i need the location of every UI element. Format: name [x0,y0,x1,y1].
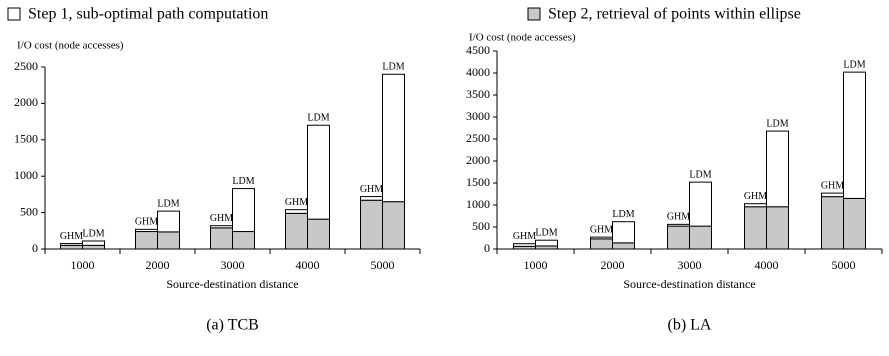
bar-segment [82,240,105,246]
bar-segment [210,225,233,229]
y-tick-label: 0 [484,241,490,255]
legend-label: Step 2, retrieval of points within ellip… [548,6,801,23]
bar-segment [360,196,383,201]
bar-label: GHM [821,180,844,191]
bar-segment [232,231,255,250]
y-tick-label: 2000 [466,153,490,167]
x-tick-label: 5000 [371,258,395,272]
bar-segment [689,181,712,227]
legend-swatch [527,7,541,21]
bar-label: GHM [667,212,690,223]
bar-label: LDM [766,118,788,129]
bar-label: LDM [382,62,404,73]
bar-label: GHM [744,191,767,202]
bar-segment [821,196,844,250]
y-axis-title: I/O cost (node accesses) [17,40,124,52]
y-tick-label: 3500 [466,87,490,101]
bar-segment [689,225,712,250]
y-tick-label: 1500 [466,175,490,189]
bar-label: LDM [612,209,634,220]
bar-segment [590,238,613,250]
y-tick-label: 3000 [466,109,490,123]
bar-label: GHM [210,213,233,224]
bar-label: LDM [232,176,254,187]
bar-label: GHM [60,231,83,242]
x-axis-title: Source-destination distance [623,277,755,291]
bar-segment [60,244,83,250]
bar-segment [285,209,308,214]
bar-label: LDM [689,169,711,180]
bar-segment [744,203,767,208]
x-axis-title: Source-destination distance [166,277,298,291]
bar-segment [766,130,789,208]
bar-label: GHM [590,224,613,235]
bar-segment [612,221,635,244]
caption: (b) LA [668,317,712,334]
bar-segment [60,243,83,246]
bar-label: LDM [535,227,557,238]
bar-segment [513,243,536,247]
bar-segment [210,227,233,250]
bar-label: GHM [135,217,158,228]
bar-segment [744,206,767,250]
y-tick-label: 2500 [14,59,38,73]
y-tick-label: 1500 [14,132,38,146]
bar-segment [535,239,558,247]
bar-segment [232,188,255,233]
bar-segment [157,210,180,233]
bar-label: GHM [360,184,383,195]
bar-segment [135,228,158,233]
x-tick-label: 2000 [601,258,625,272]
bar-label: LDM [157,198,179,209]
y-tick-label: 1000 [466,197,490,211]
bar-label: LDM [307,113,329,124]
bar-segment [382,201,405,250]
bar-segment [843,71,866,199]
bar-segment [157,231,180,250]
bar-segment [82,244,105,250]
y-tick-label: 4500 [466,43,490,57]
x-tick-label: 4000 [755,258,779,272]
legend-label: Step 1, sub-optimal path computation [28,6,268,23]
bar-segment [135,231,158,250]
bar-segment [612,242,635,250]
bar-label: LDM [843,59,865,70]
bar-segment [307,124,330,220]
y-tick-label: 500 [472,219,490,233]
bar-segment [667,225,690,250]
y-tick-label: 2000 [14,95,38,109]
x-tick-label: 1000 [71,258,95,272]
caption: (a) TCB [206,317,259,334]
x-tick-label: 1000 [524,258,548,272]
bar-segment [360,199,383,250]
bar-segment [821,192,844,198]
bar-segment [843,197,866,250]
x-tick-label: 4000 [296,258,320,272]
bar-segment [590,236,613,240]
bar-label: LDM [82,228,104,239]
bar-label: GHM [285,197,308,208]
bar-label: GHM [513,231,536,242]
y-tick-label: 500 [20,204,38,218]
bar-segment [307,218,330,250]
x-tick-label: 3000 [678,258,702,272]
x-tick-label: 5000 [832,258,856,272]
bar-segment [285,212,308,250]
y-tick-label: 4000 [466,65,490,79]
legend-swatch [7,7,21,21]
y-axis-title: I/O cost (node accesses) [469,32,576,44]
bar-segment [382,73,405,203]
x-tick-label: 2000 [146,258,170,272]
bar-segment [667,223,690,227]
y-tick-label: 0 [32,241,38,255]
y-tick-label: 2500 [466,131,490,145]
bar-segment [766,206,789,250]
y-tick-label: 1000 [14,168,38,182]
x-tick-label: 3000 [221,258,245,272]
